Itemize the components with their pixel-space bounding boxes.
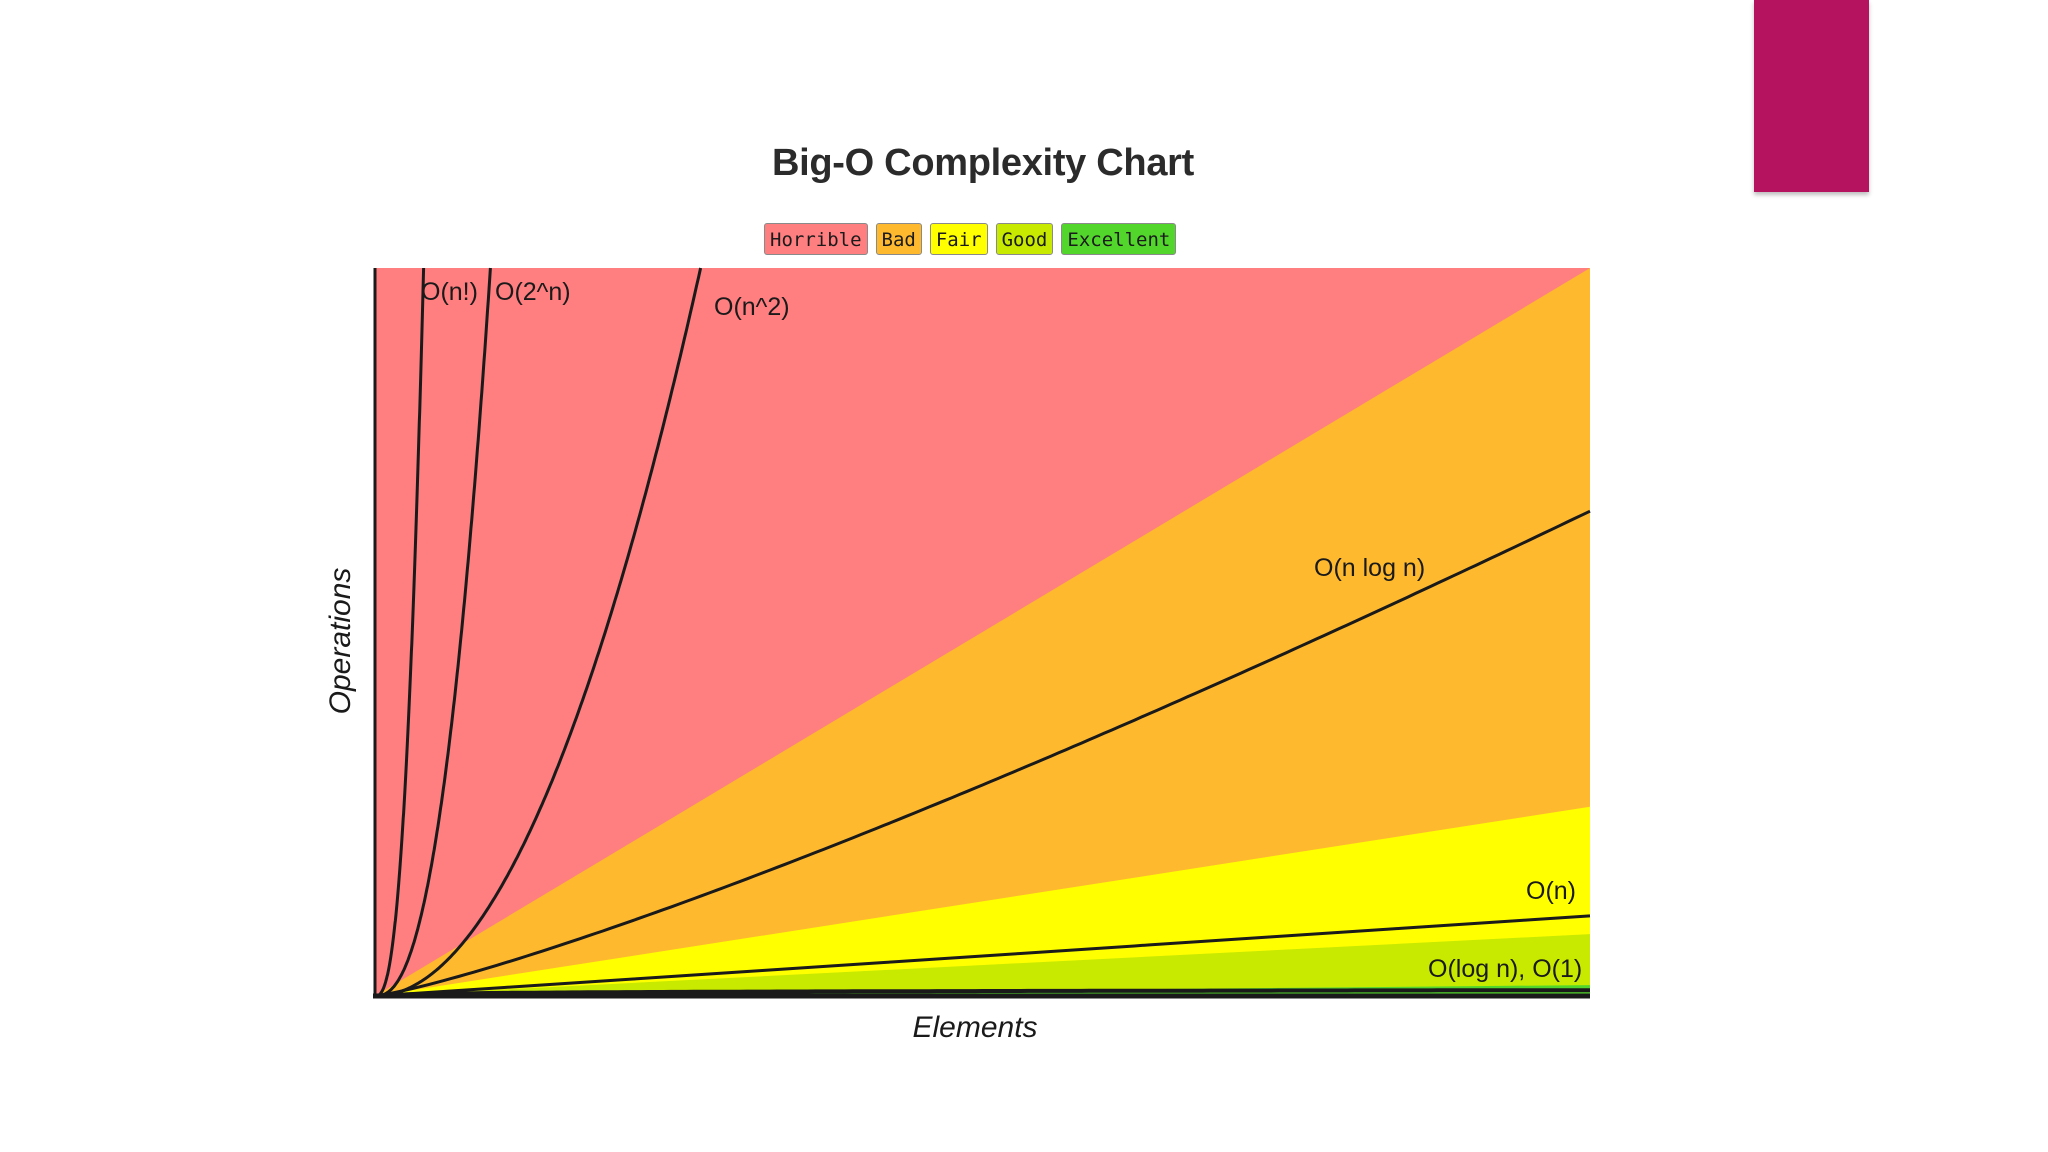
region-bad <box>375 268 1590 996</box>
curve-linear <box>374 914 1591 998</box>
legend-item-good: Good <box>995 223 1054 255</box>
x-axis-label: Elements <box>912 1011 1037 1044</box>
accent-block <box>1754 0 1869 192</box>
label-quadratic: O(n^2) <box>714 293 790 321</box>
curve-quadratic <box>375 267 703 998</box>
curve-linearithmic <box>374 509 1591 998</box>
legend-item-fair: Fair <box>929 223 988 255</box>
legend-item-excellent: Excellent <box>1061 223 1177 255</box>
chart-title: Big-O Complexity Chart <box>772 142 1194 184</box>
legend-item-horrible: Horrible <box>764 223 868 255</box>
region-good <box>375 934 1590 996</box>
label-logarithmic: O(log n), O(1) <box>1428 955 1582 983</box>
curve-logarithmic <box>374 988 1590 998</box>
y-axis-label: Operations <box>324 568 357 715</box>
legend: Horrible Bad Fair Good Excellent <box>764 223 1177 257</box>
curve-factorial <box>375 267 426 998</box>
region-fair <box>375 806 1590 996</box>
legend-item-bad: Bad <box>875 223 922 255</box>
label-exponential: O(2^n) <box>495 278 571 306</box>
label-linearithmic: O(n log n) <box>1314 554 1425 582</box>
curve-exponential <box>375 267 492 998</box>
label-factorial: O(n!) <box>421 278 478 306</box>
label-linear: O(n) <box>1526 877 1576 905</box>
